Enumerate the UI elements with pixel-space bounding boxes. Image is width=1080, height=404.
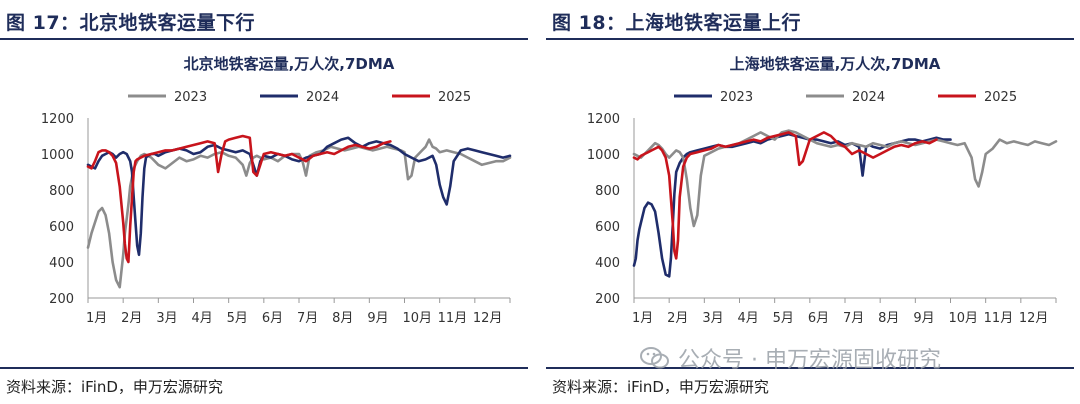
chart-title: 上海地铁客运量,万人次,7DMA — [730, 55, 941, 73]
y-tick-label: 1000 — [587, 148, 620, 163]
divider — [0, 38, 528, 40]
legend-label: 2025 — [984, 90, 1017, 105]
series-line-2023 — [632, 132, 952, 278]
y-tick-label: 400 — [49, 256, 74, 271]
divider — [0, 367, 528, 369]
y-tick-label: 400 — [595, 256, 620, 271]
series-line-2025 — [632, 131, 938, 260]
y-tick-label: 200 — [49, 292, 74, 307]
x-tick-label: 1月 — [632, 311, 653, 326]
x-tick-label: 9月 — [367, 311, 388, 326]
panel-shanghai: 图 18：上海地铁客运量上行 上海地铁客运量,万人次,7DMA 2023 2024 2… — [546, 0, 1076, 404]
x-tick-label: 6月 — [808, 311, 829, 326]
chart-title: 北京地铁客运量,万人次,7DMA — [184, 55, 395, 73]
x-tick-label: 8月 — [878, 311, 899, 326]
x-tick-label: 2月 — [121, 311, 142, 326]
chart-shanghai-metro: 上海地铁客运量,万人次,7DMA 2023 2024 2025 200 400 600 800… — [587, 55, 1058, 326]
chart-beijing-metro: 北京地铁客运量,万人次,7DMA 2023 2024 2025 200 400 600 800… — [41, 55, 512, 326]
x-tick-label: 10月 — [403, 311, 433, 326]
x-tick-label: 7月 — [297, 311, 318, 326]
y-tick-label: 1000 — [41, 148, 74, 163]
watermark: 公众号 · 申万宏源固收研究 — [640, 342, 941, 374]
legend-label: 2024 — [852, 90, 885, 105]
x-tick-label: 3月 — [702, 311, 723, 326]
x-tick-label: 9月 — [913, 311, 934, 326]
x-tick-label: 12月 — [473, 311, 503, 326]
x-tick-label: 10月 — [949, 311, 979, 326]
x-tick-label: 2月 — [667, 311, 688, 326]
x-tick-label: 12月 — [1019, 311, 1049, 326]
y-tick-label: 1200 — [587, 112, 620, 127]
x-tick-label: 11月 — [984, 311, 1014, 326]
legend-label: 2024 — [306, 90, 339, 105]
x-tick-label: 4月 — [738, 311, 759, 326]
x-tick-label: 1月 — [86, 311, 107, 326]
panel-beijing: 图 17：北京地铁客运量下行 北京地铁客运量,万人次,7DMA 2023 2024 2… — [0, 0, 530, 404]
x-tick-label: 8月 — [332, 311, 353, 326]
legend-label: 2025 — [438, 90, 471, 105]
series-line-2024 — [632, 129, 1058, 228]
x-tick-label: 5月 — [773, 311, 794, 326]
figure-title: 图 17：北京地铁客运量下行 — [6, 12, 256, 34]
x-tick-label: 3月 — [156, 311, 177, 326]
y-tick-label: 800 — [595, 184, 620, 199]
x-tick-label: 5月 — [227, 311, 248, 326]
series-line-2023 — [86, 138, 512, 289]
source-note: 资料来源：iFinD，申万宏源研究 — [6, 378, 223, 396]
figure-title: 图 18：上海地铁客运量上行 — [552, 12, 802, 34]
y-tick-label: 600 — [49, 220, 74, 235]
source-note: 资料来源：iFinD，申万宏源研究 — [552, 378, 769, 396]
y-tick-label: 800 — [49, 184, 74, 199]
x-tick-label: 11月 — [438, 311, 468, 326]
x-tick-label: 7月 — [843, 311, 864, 326]
x-tick-label: 4月 — [192, 311, 213, 326]
series-line-2025 — [86, 134, 392, 264]
divider — [546, 38, 1074, 40]
y-tick-label: 200 — [595, 292, 620, 307]
y-tick-label: 600 — [595, 220, 620, 235]
watermark-text: 公众号 · 申万宏源固收研究 — [678, 348, 941, 373]
divider — [546, 367, 1074, 369]
legend-label: 2023 — [174, 90, 207, 105]
y-tick-label: 1200 — [41, 112, 74, 127]
wechat-icon — [640, 347, 669, 369]
x-tick-label: 6月 — [262, 311, 283, 326]
legend-label: 2023 — [720, 90, 753, 105]
